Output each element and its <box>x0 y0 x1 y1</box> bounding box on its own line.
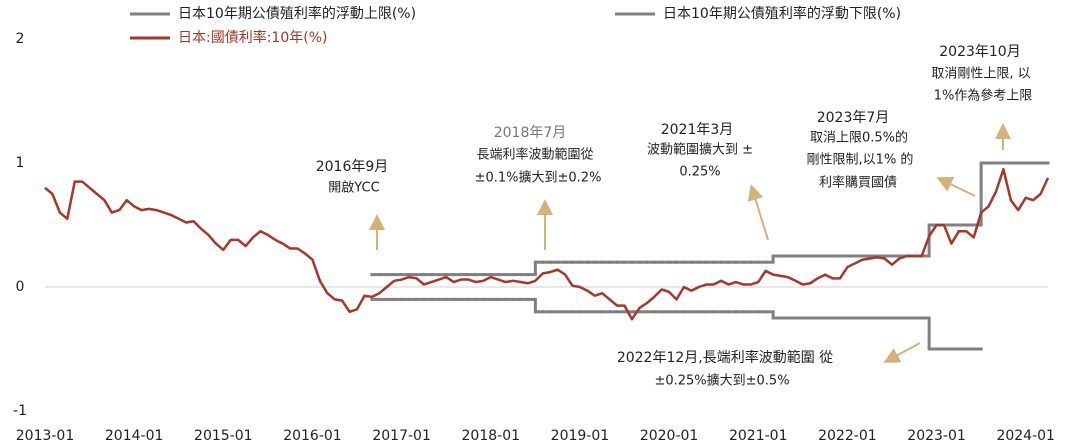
x-tick-label: 2019-01 <box>551 428 610 444</box>
y-tick-label: -1 <box>13 403 27 419</box>
y-tick-label: 2 <box>16 31 25 47</box>
x-tick-label: 2013-01 <box>16 428 75 444</box>
x-tick-label: 2023-01 <box>907 428 966 444</box>
annotation: 2018年7月 <box>494 125 567 141</box>
annotation: 波動範圍擴大到 ± <box>647 142 753 158</box>
annotation: 取消剛性上限, 以 <box>931 67 1030 82</box>
x-tick-label: 2018-01 <box>462 428 521 444</box>
annotation: 2023年10月 <box>939 44 1020 60</box>
annotation: ±0.1%擴大到±0.2% <box>475 170 602 186</box>
x-tick-label: 2016-01 <box>283 428 342 444</box>
annotation: 2016年9月 <box>316 159 389 175</box>
annotation: 開啟YCC <box>328 181 379 196</box>
x-tick-label: 2024-01 <box>996 428 1055 444</box>
annotation: 1%作為參考上限 <box>934 88 1033 104</box>
annotation: 取消上限0.5%的 <box>810 130 908 146</box>
arrow <box>936 177 976 197</box>
x-tick-label: 2014-01 <box>105 428 164 444</box>
legend-label: 日本:國債利率:10年(%) <box>178 29 327 46</box>
annotation: 利率購買國債 <box>819 175 897 191</box>
x-tick-label: 2022-01 <box>818 428 877 444</box>
arrows <box>369 123 1011 363</box>
y-tick-label: 1 <box>16 155 25 171</box>
x-tick-label: 2020-01 <box>640 428 699 444</box>
arrow <box>883 342 921 363</box>
annotation: ±0.25%擴大到±0.5% <box>654 373 789 389</box>
annotation: 2022年12月,長端利率波動範圍 從 <box>617 349 833 366</box>
annotation: 剛性限制,以1% 的 <box>807 152 914 168</box>
annotation: 2023年7月 <box>817 110 890 126</box>
legend-label: 日本10年期公債殖利率的浮動上限(%) <box>178 5 416 22</box>
annotation: 長端利率波動範圍從 <box>476 147 593 163</box>
arrow <box>747 184 769 241</box>
annotation: 2021年3月 <box>661 122 734 138</box>
yield-line <box>44 167 1050 321</box>
x-tick-label: 2021-01 <box>729 428 788 444</box>
x-tick-label: 2017-01 <box>372 428 431 444</box>
annotation: 0.25% <box>679 165 720 180</box>
x-tick-label: 2015-01 <box>194 428 253 444</box>
y-tick-label: 0 <box>16 279 25 295</box>
legend-label: 日本10年期公債殖利率的浮動下限(%) <box>663 5 901 22</box>
